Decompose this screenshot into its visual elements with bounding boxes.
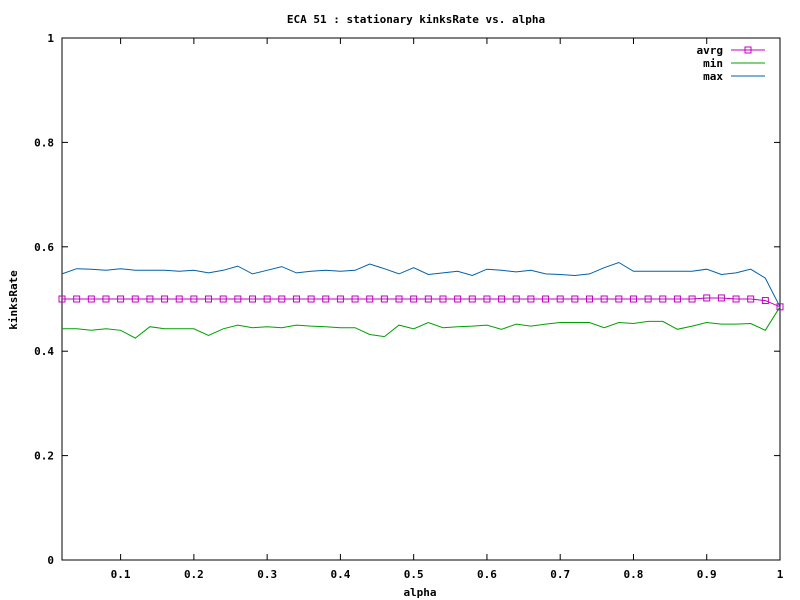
y-axis-ticks: 0 0.2 0.4 0.6 0.8 1: [34, 32, 780, 567]
series-line-avrg: [62, 297, 781, 308]
data-point-avrg: [615, 295, 623, 303]
data-point-avrg: [190, 295, 198, 303]
data-point-avrg: [146, 295, 154, 303]
chart-title: ECA 51 : stationary kinksRate vs. alpha: [287, 13, 545, 26]
data-point-avrg: [586, 295, 594, 303]
data-point-avrg: [571, 295, 579, 303]
x-tick-label: 0.7: [550, 568, 570, 581]
data-point-avrg: [307, 295, 315, 303]
legend-label-max: max: [703, 70, 723, 83]
data-point-avrg: [278, 295, 286, 303]
x-tick-label: 0.2: [184, 568, 204, 581]
data-point-avrg: [366, 295, 374, 303]
y-tick-label: 0.8: [34, 136, 54, 149]
data-point-avrg: [102, 295, 110, 303]
data-point-avrg: [205, 295, 213, 303]
data-point-avrg: [380, 295, 388, 303]
data-point-avrg: [717, 294, 725, 302]
data-point-avrg: [219, 295, 227, 303]
data-point-avrg: [263, 295, 271, 303]
data-point-avrg: [629, 295, 637, 303]
y-tick-label: 0.4: [34, 345, 54, 358]
x-axis-label: alpha: [403, 586, 436, 599]
data-point-avrg: [659, 295, 667, 303]
series-line-max: [61, 261, 781, 308]
x-tick-label: 0.8: [624, 568, 644, 581]
x-tick-label: 0.9: [697, 568, 717, 581]
legend-label-min: min: [703, 57, 723, 70]
series-line-min: [62, 306, 781, 339]
data-point-avrg: [161, 295, 169, 303]
legend-marker-avrg: [744, 46, 752, 54]
data-point-avrg: [322, 295, 330, 303]
data-point-avrg: [483, 295, 491, 303]
x-tick-label: 0.3: [257, 568, 277, 581]
data-point-avrg: [336, 295, 344, 303]
data-point-avrg: [73, 295, 81, 303]
data-point-avrg: [410, 295, 418, 303]
data-point-avrg: [542, 295, 550, 303]
data-point-avrg: [688, 295, 696, 303]
data-point-avrg: [248, 295, 256, 303]
y-tick-label: 0.6: [34, 241, 54, 254]
data-point-avrg: [468, 295, 476, 303]
data-point-avrg: [395, 295, 403, 303]
data-point-avrg: [732, 295, 740, 303]
data-point-avrg: [454, 295, 462, 303]
data-point-avrg: [776, 303, 784, 311]
data-point-avrg: [556, 295, 564, 303]
x-tick-label: 0.5: [404, 568, 424, 581]
data-point-avrg: [673, 295, 681, 303]
y-tick-label: 0.2: [34, 450, 54, 463]
data-point-avrg: [175, 295, 183, 303]
data-point-avrg: [58, 295, 66, 303]
data-point-avrg: [292, 295, 300, 303]
x-tick-label: 0.1: [111, 568, 131, 581]
y-tick-label: 0: [47, 554, 54, 567]
data-point-avrg: [703, 294, 711, 302]
data-point-avrg: [527, 295, 535, 303]
data-point-avrg: [644, 295, 652, 303]
data-point-avrg: [498, 295, 506, 303]
x-tick-label: 0.6: [477, 568, 497, 581]
data-point-avrg: [117, 295, 125, 303]
series-layer: [58, 261, 784, 339]
y-tick-label: 1: [47, 32, 54, 45]
data-point-avrg: [439, 295, 447, 303]
data-point-avrg: [747, 295, 755, 303]
data-point-avrg: [761, 297, 769, 305]
data-point-avrg: [131, 295, 139, 303]
legend-label-avrg: avrg: [697, 44, 724, 57]
data-point-avrg: [600, 295, 608, 303]
data-point-avrg: [87, 295, 95, 303]
data-point-avrg: [512, 295, 520, 303]
data-point-avrg: [351, 295, 359, 303]
data-point-avrg: [234, 295, 242, 303]
x-axis-ticks: 0.1 0.2 0.3 0.4 0.5 0.6 0.7 0.8 0.9 1: [111, 38, 784, 581]
data-point-avrg: [424, 295, 432, 303]
x-tick-label: 1: [777, 568, 784, 581]
x-tick-label: 0.4: [330, 568, 350, 581]
y-axis-label: kinksRate: [7, 270, 20, 330]
